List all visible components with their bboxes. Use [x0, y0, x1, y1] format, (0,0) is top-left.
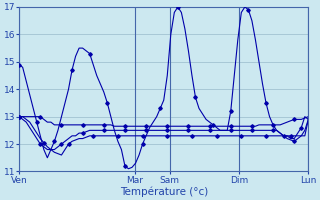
X-axis label: Température (°c): Température (°c) — [120, 186, 208, 197]
